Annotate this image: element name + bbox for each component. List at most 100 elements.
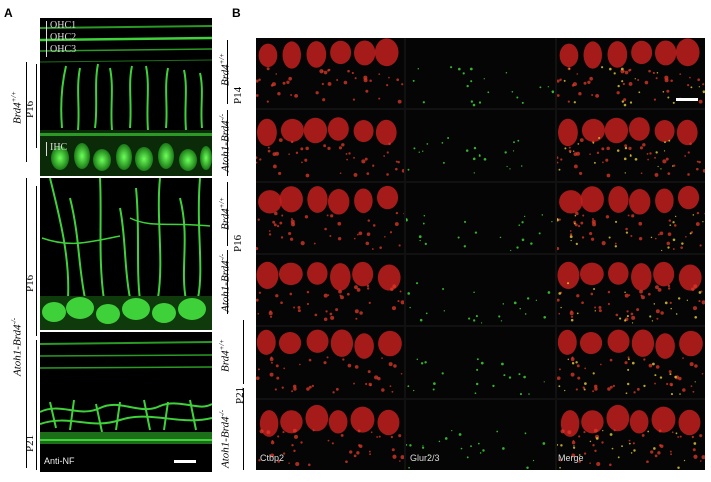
ctbp2-puncta (654, 173, 659, 178)
tile-merge-row-2 (556, 110, 705, 181)
hair-cell-nucleus (257, 119, 277, 147)
b-age-p16: P16 (232, 234, 244, 252)
ctbp2-puncta (645, 460, 649, 463)
ctbp2-puncta (556, 156, 559, 160)
ctbp2-puncta (276, 376, 280, 380)
glur-puncta (670, 307, 672, 310)
ctbp2-puncta (641, 433, 645, 437)
ctbp2-puncta (398, 244, 401, 247)
ctbp2-puncta (556, 246, 559, 250)
b-genotype-bar-3 (227, 182, 228, 246)
glur-puncta (568, 68, 570, 70)
ctbp2-puncta (386, 151, 389, 154)
glur-puncta (481, 322, 483, 324)
glur-puncta (428, 453, 430, 456)
glur-puncta (464, 220, 467, 223)
glur-puncta (409, 443, 412, 447)
glur-puncta (611, 447, 613, 450)
ctbp2-puncta (342, 358, 345, 361)
ctbp2-puncta (684, 235, 687, 238)
glur-puncta (470, 67, 474, 71)
ctbp2-puncta (669, 301, 672, 305)
hair-cell-nucleus (579, 262, 604, 286)
ctbp2-puncta (655, 365, 660, 370)
tile-ctbp2-row-1 (256, 38, 405, 109)
hair-cell-nucleus (655, 333, 675, 360)
tile-ctbp2-row-3 (256, 182, 405, 253)
ctbp2-puncta (268, 232, 272, 236)
glur-puncta (543, 315, 547, 319)
hair-cell-nucleus (354, 188, 373, 213)
ctbp2-puncta (330, 213, 334, 218)
stain-merge (556, 185, 705, 251)
age-bar-bot (36, 340, 37, 470)
ctbp2-puncta (583, 452, 586, 455)
glur-puncta (476, 369, 479, 372)
ctbp2-puncta (388, 142, 391, 146)
ctbp2-puncta (570, 315, 573, 318)
panel-a-image-ko-p16 (40, 178, 212, 330)
glur-puncta (652, 446, 656, 450)
ctbp2-puncta (591, 221, 596, 226)
scale-bar-a (174, 460, 196, 463)
glur-puncta (466, 84, 470, 88)
ctbp2-puncta (313, 242, 316, 245)
b-genotype-wt-p16: Brd4+/+ (218, 197, 232, 230)
ctbp2-puncta (337, 221, 342, 226)
glur-puncta (556, 443, 558, 446)
ctbp2-puncta (292, 384, 297, 389)
hair-cell-nucleus (377, 264, 401, 291)
ctbp2-puncta (567, 100, 570, 103)
glur-puncta (625, 392, 627, 395)
ctbp2-puncta (315, 91, 319, 95)
ctbp2-puncta (576, 376, 580, 380)
ctbp2-puncta (666, 241, 670, 245)
stain-merge (556, 38, 705, 107)
ctbp2-puncta (280, 301, 283, 305)
ctbp2-puncta (665, 383, 668, 386)
ctbp2-puncta (308, 386, 312, 389)
ctbp2-puncta (393, 364, 397, 369)
ctbp2-puncta (688, 142, 692, 146)
panel-b-label: B (232, 6, 241, 20)
ctbp2-puncta (701, 373, 704, 375)
ctbp2-puncta (270, 453, 275, 457)
glur-puncta (575, 242, 578, 245)
hair-cell-nucleus (676, 120, 698, 146)
ctbp2-puncta (398, 433, 402, 437)
ctbp2-puncta (379, 245, 382, 249)
glur-puncta (443, 162, 446, 165)
hair-cell-nucleus (628, 188, 651, 215)
tile-ctbp2-row-5 (256, 327, 405, 398)
ctbp2-puncta (271, 362, 273, 365)
ctbp2-puncta (703, 212, 705, 215)
ctbp2-puncta (389, 385, 392, 388)
ctbp2-puncta (696, 78, 700, 82)
ctbp2-puncta (575, 388, 578, 391)
ctbp2-puncta (628, 147, 632, 151)
ctbp2-puncta (300, 240, 305, 245)
ctbp2-puncta (593, 428, 598, 433)
ctbp2-puncta (558, 458, 562, 462)
hair-cell-nucleus (327, 117, 349, 142)
ctbp2-puncta (599, 363, 602, 366)
ctbp2-puncta (329, 312, 333, 316)
glur-puncta (672, 238, 675, 241)
glur-puncta (578, 453, 581, 456)
ctbp2-puncta (337, 236, 342, 241)
glur-puncta (616, 149, 620, 153)
glur-puncta (477, 358, 480, 361)
glur-puncta (516, 246, 520, 249)
ctbp2-puncta (660, 311, 664, 315)
glur-puncta (481, 362, 484, 365)
glur-puncta (474, 147, 477, 150)
hair-cell-nucleus (280, 119, 304, 143)
ctbp2-puncta (257, 312, 260, 315)
ctbp2-puncta (560, 428, 565, 434)
ctbp2-puncta (577, 435, 580, 438)
glur-puncta (463, 244, 467, 248)
ohc2-label: OHC2 (50, 32, 77, 43)
hair-cell-nucleus (374, 38, 399, 67)
ctbp2-puncta (590, 237, 594, 241)
ctbp2-puncta (604, 159, 608, 163)
